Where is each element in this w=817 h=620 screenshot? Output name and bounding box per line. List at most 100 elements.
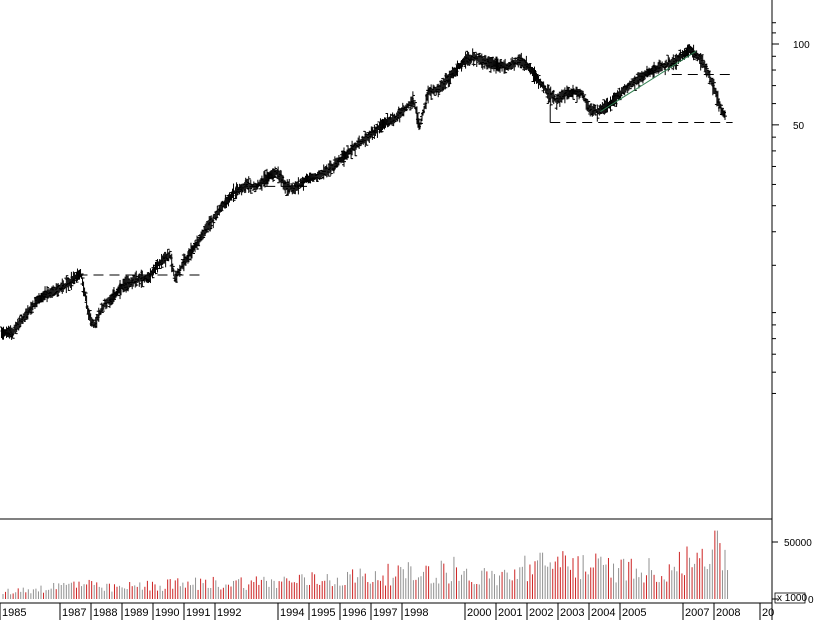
volume-scale-label: x 1000 — [777, 593, 807, 604]
year-label: 1990 — [155, 607, 179, 619]
price-bar — [595, 104, 600, 122]
price-bar — [87, 310, 92, 321]
price-bar — [45, 286, 50, 303]
price-bar — [159, 253, 164, 269]
price-bar — [341, 147, 346, 167]
price-bar — [608, 96, 613, 112]
year-label: 1992 — [217, 607, 241, 619]
price-bar — [100, 303, 105, 312]
price-bar — [588, 103, 593, 117]
year-label: 1998 — [404, 607, 428, 619]
volume-axis: x 1000 50000 0 — [772, 538, 814, 606]
price-bar — [56, 283, 61, 297]
volume-scale-box — [774, 592, 806, 604]
year-label: 1989 — [124, 607, 148, 619]
year-label: 2004 — [591, 607, 615, 619]
price-bar — [326, 163, 331, 177]
year-label: 2000 — [467, 607, 491, 619]
year-label: 1997 — [373, 607, 397, 619]
price-bar — [582, 94, 587, 102]
year-label: 2002 — [529, 607, 553, 619]
price-bar — [417, 122, 422, 130]
price-bar — [657, 59, 662, 73]
price-bar — [228, 194, 233, 201]
year-label: 1985 — [2, 607, 26, 619]
price-bar — [201, 230, 206, 240]
price-bar — [69, 271, 74, 290]
volume-tick-label: 0 — [808, 595, 814, 606]
price-bar — [231, 183, 236, 203]
price-bar — [364, 133, 369, 146]
year-label: 1988 — [93, 607, 117, 619]
price-bar — [699, 54, 704, 68]
trend-line — [600, 50, 697, 113]
price-bar — [80, 277, 85, 287]
volume-panel — [2, 530, 729, 599]
price-panel — [0, 44, 733, 340]
price-bar — [140, 270, 145, 288]
price-bar — [410, 91, 415, 108]
year-label: 1991 — [186, 607, 210, 619]
price-bar — [379, 119, 384, 133]
price-bars — [0, 44, 727, 340]
price-tick-label: 50 — [793, 121, 805, 132]
price-bar — [436, 83, 441, 98]
price-bar — [150, 268, 155, 279]
price-bar — [415, 112, 420, 128]
price-bar — [134, 270, 139, 287]
price-bar — [318, 171, 323, 179]
price-bar — [271, 168, 276, 183]
year-label: 1987 — [62, 607, 86, 619]
price-bar — [627, 80, 632, 90]
price-bar — [79, 273, 84, 279]
year-label: 20 — [762, 607, 774, 619]
price-bar — [273, 166, 278, 178]
price-bar — [548, 86, 553, 106]
price-bar — [10, 328, 15, 339]
price-bar — [66, 277, 71, 291]
price-bar — [723, 110, 727, 121]
price-bar — [349, 145, 354, 160]
price-bar — [126, 275, 131, 292]
price-bar — [196, 238, 201, 247]
price-bar — [205, 221, 210, 233]
year-label: 1995 — [311, 607, 335, 619]
price-bar — [157, 259, 162, 270]
year-axis: 1985 1987 1988 1989 1990 1991 1992 1994 1995 1996… — [0, 603, 774, 620]
price-bar — [328, 160, 333, 176]
price-bar — [246, 176, 251, 193]
price-bar — [408, 96, 413, 111]
volume-bars — [2, 530, 729, 599]
price-bar — [472, 51, 477, 62]
price-bar — [674, 53, 679, 70]
price-bar — [520, 57, 525, 67]
price-bar — [191, 245, 195, 254]
price-bar — [618, 90, 623, 99]
price-bar — [99, 302, 104, 313]
frame — [0, 0, 773, 620]
price-bar — [412, 102, 417, 109]
price-bar — [641, 71, 646, 81]
price-bar — [419, 118, 423, 124]
price-bar — [498, 59, 503, 73]
year-label: 2005 — [622, 607, 646, 619]
price-bar — [503, 58, 508, 74]
year-label: 1994 — [280, 607, 304, 619]
volume-tick-label: 50000 — [784, 538, 812, 549]
price-bar — [83, 292, 88, 302]
price-axis: 100 50 — [772, 22, 810, 394]
price-bar — [429, 84, 434, 100]
price-bar — [153, 261, 158, 275]
price-bar — [471, 52, 476, 67]
price-bar — [718, 103, 723, 116]
price-bar — [536, 75, 541, 89]
year-label: 2007 — [685, 607, 709, 619]
price-bar — [411, 99, 416, 106]
price-bar — [719, 107, 724, 116]
support-lines — [77, 73, 733, 276]
year-label: 2008 — [716, 607, 740, 619]
price-bar — [586, 100, 591, 112]
price-tick-label: 100 — [793, 40, 810, 51]
price-bar — [711, 78, 716, 94]
